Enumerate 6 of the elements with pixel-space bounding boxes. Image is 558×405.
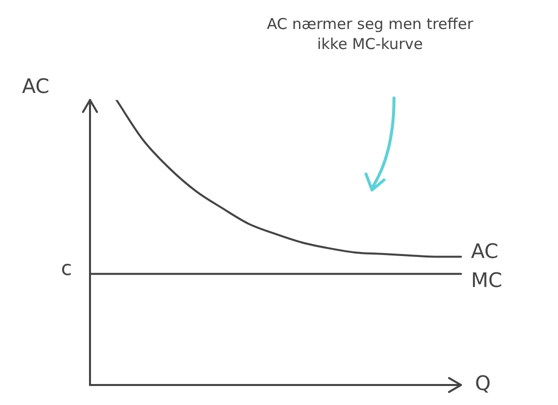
series-label: AC (471, 238, 498, 263)
series-label: MC (471, 268, 502, 292)
x-axis-title: Q (475, 371, 491, 396)
text: c (61, 256, 72, 280)
text: AC nærmer seg men treffer ikke MC-kurve (266, 14, 474, 54)
y-axis-title: AC (22, 74, 50, 98)
